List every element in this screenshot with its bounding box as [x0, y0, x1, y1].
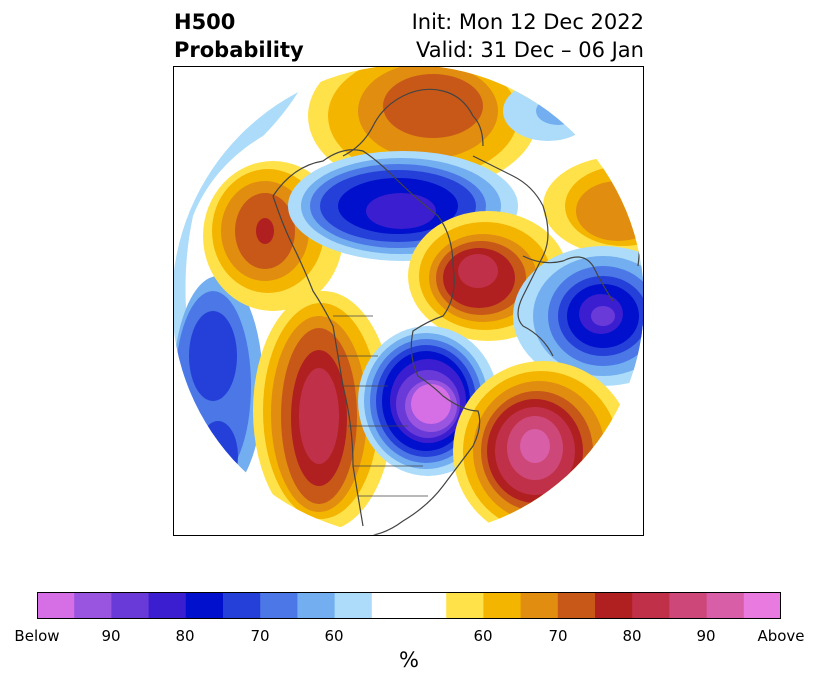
- colorbar-bin: [223, 592, 261, 619]
- colorbar-tick-label: 70: [548, 627, 568, 645]
- colorbar-bin: [297, 592, 336, 619]
- colorbar-tick-label: 90: [101, 627, 121, 645]
- colorbar-bin: [148, 592, 187, 619]
- colorbar-svg: [37, 592, 782, 619]
- colorbar-bin: [595, 592, 633, 619]
- map-title-right: Init: Mon 12 Dec 2022 Valid: 31 Dec – 06…: [412, 8, 644, 64]
- map-svg: [173, 66, 644, 536]
- colorbar-bin: [446, 592, 484, 619]
- colorbar-tick-label: 80: [622, 627, 642, 645]
- title-variable: H500: [174, 10, 236, 34]
- colorbar-bin: [743, 592, 782, 619]
- colorbar-tick-label: 60: [324, 627, 344, 645]
- anomaly-above-arctic: [308, 66, 538, 191]
- colorbar-bin: [74, 592, 112, 619]
- colorbar-tick-label: 80: [175, 627, 195, 645]
- title-product: Probability: [174, 38, 304, 62]
- colorbar-bin: [111, 592, 150, 619]
- colorbar-unit-label: %: [399, 648, 419, 672]
- anomaly-below-europe: [513, 246, 644, 386]
- colorbar-border: [37, 592, 781, 619]
- title-init-date: Init: Mon 12 Dec 2022: [411, 10, 644, 34]
- anomaly-above-east-asia: [543, 156, 644, 256]
- colorbar-tick-label: 60: [473, 627, 493, 645]
- colorbar-tick-label: Above: [757, 627, 805, 645]
- colorbar-tick-label: 70: [250, 627, 270, 645]
- colorbar-bin: [632, 592, 670, 619]
- colorbar-tick-label: 90: [696, 627, 716, 645]
- map-title-left: H500 Probability: [174, 8, 304, 64]
- colorbar-bin: [483, 592, 522, 619]
- colorbar: [37, 592, 782, 619]
- colorbar-bin: [669, 592, 708, 619]
- colorbar-tick-label: Below: [14, 627, 60, 645]
- colorbar-bin: [37, 592, 75, 619]
- map-frame-border: [173, 66, 644, 536]
- colorbar-bin: [334, 592, 373, 619]
- colorbar-bin: [706, 592, 745, 619]
- probability-field: [173, 66, 644, 536]
- colorbar-bin: [520, 592, 559, 619]
- colorbar-bin: [371, 592, 447, 619]
- title-valid-range: Valid: 31 Dec – 06 Jan: [415, 38, 644, 62]
- colorbar-bin: [260, 592, 298, 619]
- probability-map: [173, 66, 644, 536]
- colorbar-bin: [185, 592, 224, 619]
- anomaly-above-west-north-america: [253, 291, 393, 531]
- colorbar-bin: [557, 592, 596, 619]
